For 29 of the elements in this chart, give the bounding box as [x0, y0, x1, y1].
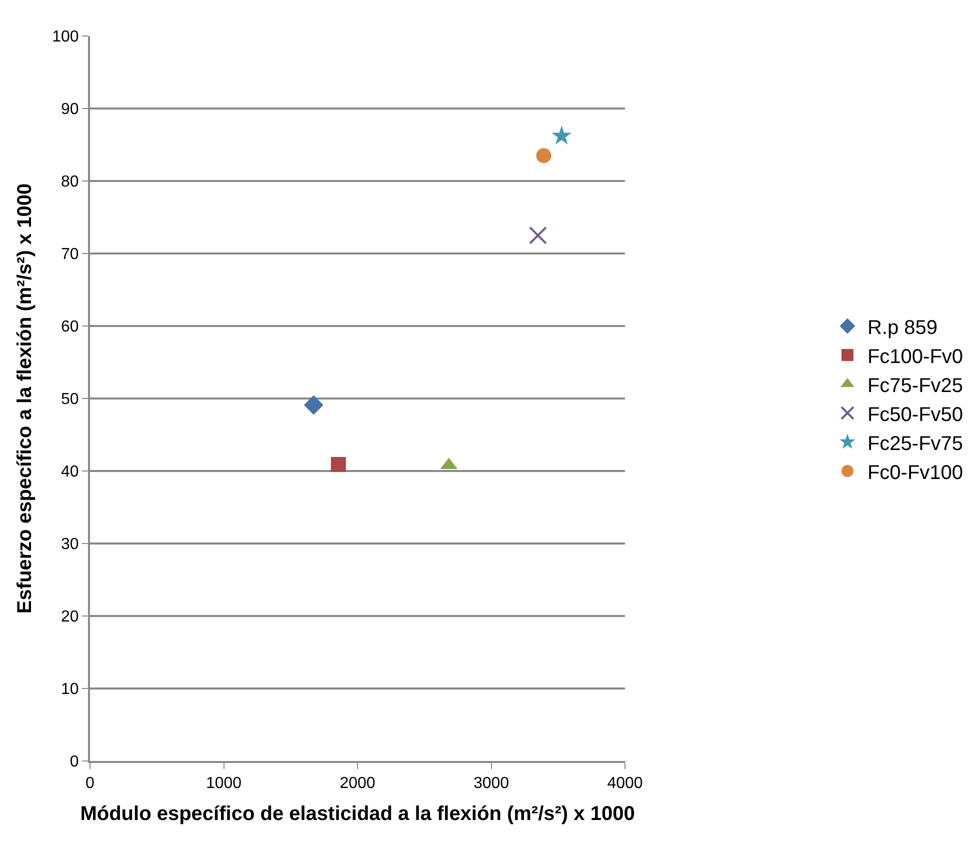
- x-tick-label: 0: [86, 775, 95, 792]
- y-tick-label: 50: [61, 391, 79, 408]
- y-tick-label: 0: [70, 754, 79, 771]
- legend-label: Fc25-Fv75: [867, 432, 964, 455]
- y-tick-label: 100: [52, 28, 79, 46]
- legend-label: R.p 859: [867, 316, 938, 339]
- legend-label: Fc0-Fv100: [867, 462, 964, 484]
- point: [330, 456, 346, 472]
- legend-label: Fc100-Fv0: [867, 346, 964, 368]
- y-tick-label: 80: [61, 174, 79, 191]
- y-tick-label: 30: [61, 536, 79, 554]
- point: [304, 395, 324, 415]
- legend-label: Fc75-Fv25: [867, 374, 964, 397]
- x-axis-title: Módulo específico de elasticidad a la flexión (m²/s²) x 1000: [80, 803, 635, 826]
- y-tick-label: 10: [61, 681, 79, 698]
- y-tick-label: 40: [61, 464, 79, 481]
- x-tick-label: 3000: [473, 775, 510, 792]
- x-tick-label: 1000: [206, 775, 242, 792]
- y-tick-label: 60: [61, 318, 79, 336]
- y-axis-title: Esfuerzo específico a la flexión (m²/s²) x 1000: [14, 183, 36, 614]
- point: [552, 126, 572, 145]
- point: [536, 148, 552, 164]
- y-tick-label: 90: [61, 101, 79, 118]
- y-tick-label: 20: [61, 608, 79, 626]
- point: [528, 226, 547, 244]
- x-tick-label: 4000: [607, 775, 643, 792]
- y-tick-label: 70: [61, 246, 79, 264]
- x-tick-label: 2000: [340, 775, 376, 792]
- legend-label: Fc50-Fv50: [867, 404, 964, 426]
